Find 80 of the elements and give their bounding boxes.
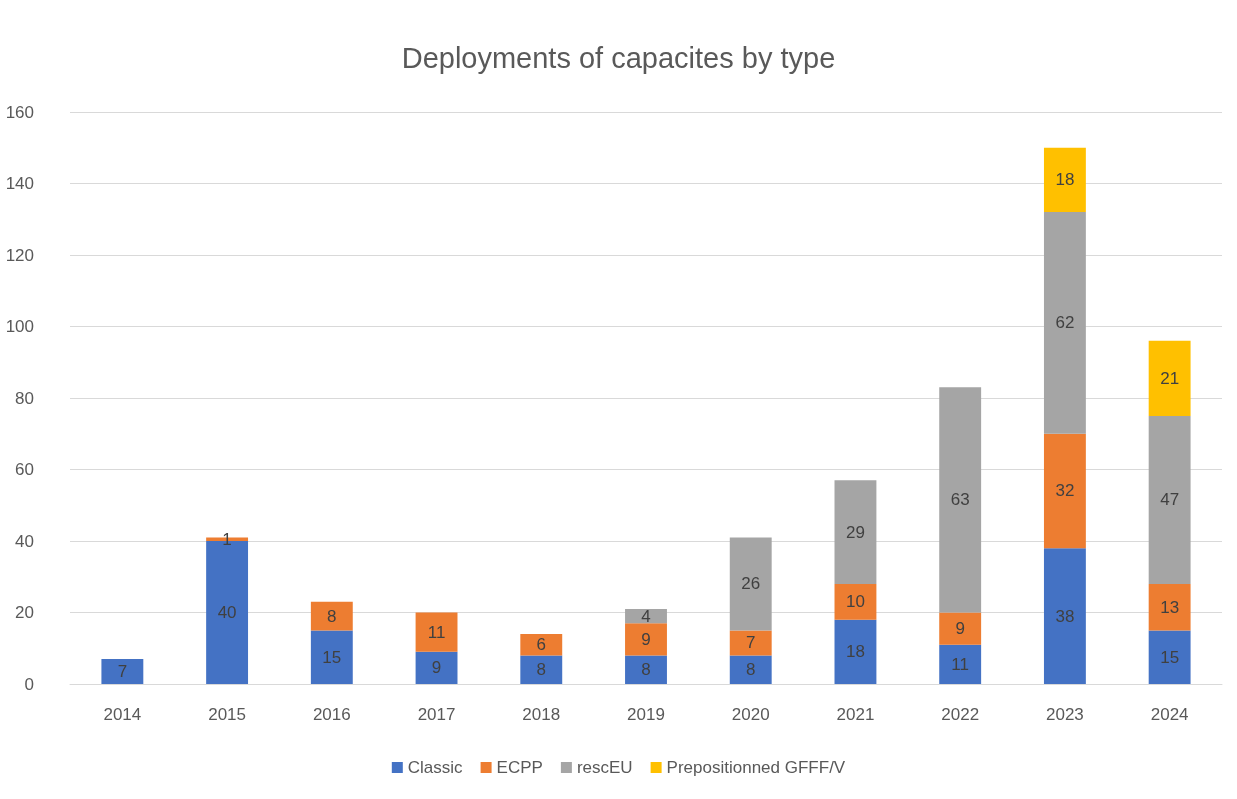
y-tick-label: 120 (5, 245, 34, 265)
legend-label: ECPP (496, 758, 543, 777)
chart-title: Deployments of capacites by type (401, 41, 836, 74)
bar (625, 623, 667, 656)
bar (101, 658, 144, 684)
bar (729, 537, 772, 631)
bar (729, 655, 772, 684)
bar (1043, 433, 1086, 549)
data-label: 8 (536, 660, 547, 680)
y-tick-label: 140 (5, 174, 34, 193)
data-label: 10 (845, 592, 865, 612)
bar (834, 583, 877, 620)
x-tick-label: 2022 (941, 705, 980, 724)
data-label: 32 (1055, 481, 1075, 501)
data-label: 11 (427, 622, 446, 642)
bar (310, 630, 353, 684)
y-tick-label: 0 (24, 674, 34, 694)
bar (415, 651, 458, 684)
data-label: 8 (327, 606, 337, 626)
bar (625, 655, 667, 684)
x-tick-label: 2021 (836, 705, 875, 724)
y-tick-label: 60 (15, 460, 34, 479)
data-label: 7 (745, 633, 756, 653)
x-tick-label: 2018 (522, 705, 561, 724)
data-label: 15 (1160, 647, 1180, 667)
data-label: 21 (1160, 368, 1180, 388)
data-label: 8 (745, 660, 756, 680)
bar (1043, 147, 1086, 213)
bar (729, 630, 772, 656)
data-label: 13 (1160, 597, 1180, 617)
data-label: 6 (536, 635, 547, 655)
y-tick-label: 80 (15, 388, 34, 408)
data-label: 63 (950, 490, 970, 510)
bar (520, 633, 563, 656)
data-label: 7 (117, 661, 128, 681)
data-label: 40 (217, 603, 237, 622)
bar (1043, 548, 1086, 684)
legend-label: rescEU (576, 758, 633, 777)
x-tick-label: 2017 (417, 705, 456, 724)
x-tick-label: 2014 (103, 705, 142, 724)
bar (834, 480, 877, 584)
data-label: 8 (641, 660, 651, 680)
data-label: 47 (1160, 490, 1180, 510)
y-tick-label: 160 (5, 102, 34, 122)
y-tick-label: 40 (15, 531, 34, 551)
x-tick-label: 2020 (731, 705, 770, 724)
bar (310, 601, 353, 631)
data-label: 15 (322, 647, 342, 667)
x-tick-label: 2016 (312, 705, 351, 724)
bar (1148, 340, 1191, 416)
data-label: 18 (845, 642, 865, 662)
bar (520, 655, 563, 684)
data-label: 29 (845, 522, 865, 542)
data-label: 26 (741, 574, 761, 594)
data-label: 4 (641, 606, 651, 626)
data-label: 9 (641, 629, 651, 649)
data-label: 9 (431, 658, 442, 678)
x-tick-label: 2019 (627, 705, 665, 724)
bar (939, 612, 982, 645)
bar (1148, 583, 1191, 631)
bar (1043, 212, 1086, 434)
data-label: 62 (1055, 313, 1075, 333)
data-label: 9 (955, 619, 965, 639)
bar (939, 644, 982, 684)
y-tick-label: 20 (15, 603, 34, 622)
bar (1148, 415, 1191, 584)
data-label: 11 (951, 654, 970, 674)
bar (834, 619, 877, 684)
legend-label: Classic (407, 758, 464, 777)
x-tick-label: 2024 (1150, 705, 1189, 724)
x-tick-label: 2023 (1045, 705, 1084, 724)
legend-label: Prepositionned GFFF/V (666, 758, 846, 777)
bar (415, 612, 458, 652)
data-label: 38 (1055, 606, 1075, 626)
bar (939, 387, 982, 613)
x-tick-label: 2015 (208, 705, 246, 724)
data-label: 1 (222, 529, 232, 549)
data-label: 18 (1055, 170, 1075, 190)
bar (1148, 630, 1191, 684)
y-tick-label: 100 (5, 317, 34, 336)
